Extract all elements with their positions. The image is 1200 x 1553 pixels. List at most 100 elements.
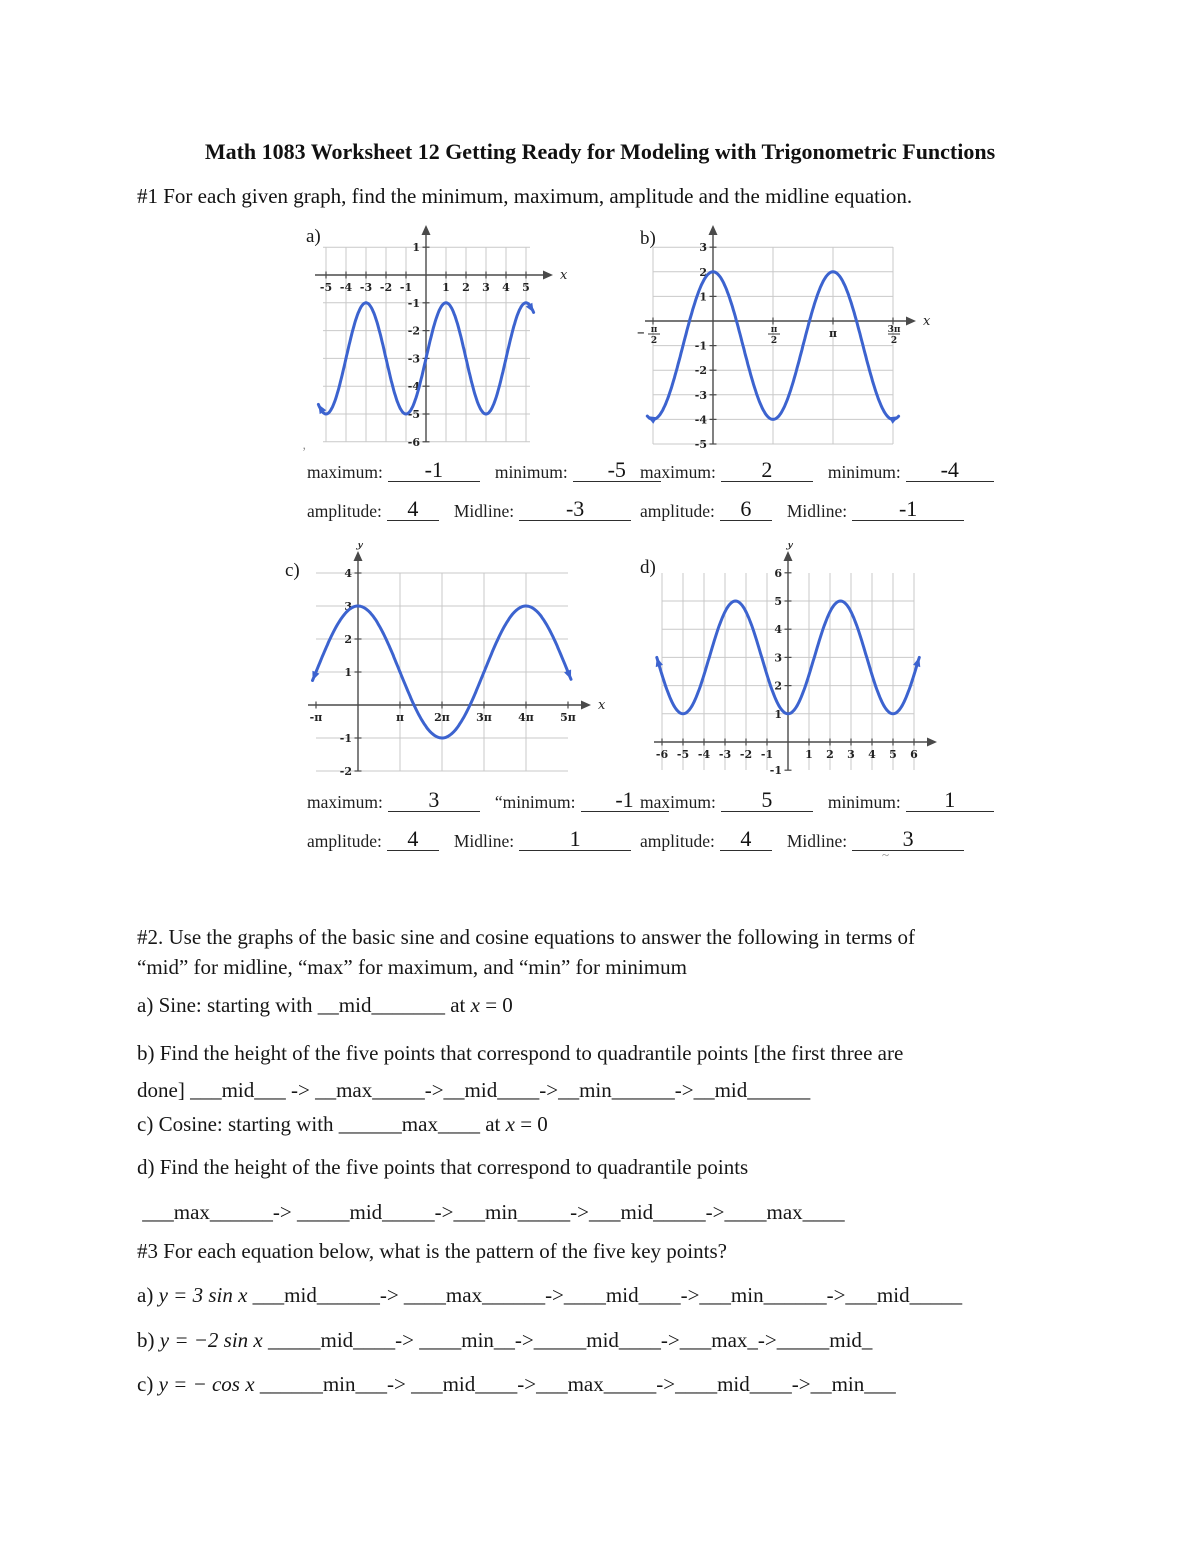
answers-b-row1: maximum: 2 minimum: -4 [640,457,994,483]
svg-text:-3: -3 [719,748,731,761]
svg-text:-4: -4 [698,748,711,761]
sine-curve [316,301,536,416]
q3c-math: y = − cos x [158,1372,255,1396]
svg-text:3π: 3π [888,325,901,335]
graph-a: -5 -4 -3 -2 -1 1 2 3 4 51-1-2-3-4-5-6x [315,225,568,449]
svg-text:5: 5 [889,748,897,761]
svg-text:-3: -3 [360,281,372,294]
sine-curve [655,599,921,716]
y-axis-arrow [421,225,431,235]
svg-text:2: 2 [891,336,897,346]
x-axis-arrow [581,700,591,710]
svg-text:4: 4 [774,623,782,636]
curve-arrow [312,670,320,681]
tick-labels: -5 -4 -3 -2 -1 1 2 3 4 51-1-2-3-4-5-6x [320,241,568,449]
amplitude-b-blank: 6 [719,496,772,521]
svg-text:5: 5 [522,281,530,294]
svg-text:-1: -1 [761,748,773,761]
amplitude-b-answer: 6 [740,496,752,521]
svg-text:π: π [651,325,658,335]
svg-text:3: 3 [847,748,855,761]
svg-text:2: 2 [344,633,352,646]
svg-text:3: 3 [482,281,490,294]
x-axis-arrow [543,270,553,280]
curve-arrow [525,302,534,313]
svg-text:3: 3 [774,651,782,664]
maximum-label: maximum: [307,792,383,812]
svg-text:-2: -2 [408,325,420,338]
svg-text:1: 1 [774,708,782,721]
svg-text:−: − [637,328,645,339]
q2b-text: b) Find the height of the five points th… [137,1041,904,1103]
svg-text:2π: 2π [434,711,450,724]
q3a: a) y = 3 sin x ___mid______-> ____max___… [137,1281,1087,1310]
maximum-label: maximum: [307,462,383,482]
svg-text:5π: 5π [560,711,576,724]
midline-b-answer: -1 [898,496,918,521]
q3c: c) y = − cos x ______min___-> ___mid____… [137,1370,1087,1399]
scan-artifact-1: ~ [882,847,890,862]
minimum-label: minimum: [827,792,901,812]
q2c-text: c) Cosine: starting with ______max____ a… [137,1112,506,1136]
minimum-d-blank: 1 [905,787,994,812]
svg-text:-1: -1 [695,340,707,353]
svg-text:-5: -5 [695,438,707,451]
tick-labels: -π π 2π 3π 4π 5π 4 3 2 1 -1 -2 x y [310,543,606,778]
axes [654,551,937,770]
graph-label-b: b) [640,228,656,249]
svg-text:y: y [785,543,794,551]
amplitude-label: amplitude: [640,831,715,851]
q3a-math: y = 3 sin x [158,1283,248,1307]
minimum-a-answer: -5 [607,457,626,482]
maximum-label: maximum: [640,792,716,812]
minimum-d-answer: 1 [944,787,956,812]
amplitude-c-answer: 4 [407,826,419,851]
q2-intro-text: #2. Use the graphs of the basic sine and… [137,925,915,980]
svg-text:1: 1 [442,281,450,294]
graph-c: -π π 2π 3π 4π 5π 4 3 2 1 -1 -2 x y [308,543,606,778]
minimum-b-blank: -4 [905,457,994,482]
q3-intro: #3 For each equation below, what is the … [137,1237,1087,1266]
y-axis-arrow [353,551,363,561]
svg-text:1: 1 [699,290,707,303]
answers-b-row2: amplitude: 6 Midline: -1 [640,496,965,522]
midline-label: Midline: [453,831,515,851]
q2b: b) Find the height of the five points th… [137,1035,1087,1110]
sine-curve [645,270,901,421]
svg-text:-2: -2 [340,765,352,778]
q2a-text: = 0 [479,993,513,1017]
q2a-math: x [470,993,480,1017]
q3-intro-text: #3 For each equation below, what is the … [137,1239,727,1263]
maximum-a-answer: -1 [424,457,443,482]
svg-text:2: 2 [651,336,657,346]
minimum-c-blank: -1 [580,787,669,812]
svg-text:x: x [923,314,931,329]
amplitude-label: amplitude: [307,831,382,851]
midline-b-blank: -1 [852,496,965,521]
midline-a-blank: -3 [519,496,632,521]
maximum-b-blank: 2 [720,457,813,482]
y-axis-arrow [783,551,793,561]
maximum-label: maximum: [640,462,716,482]
q3b: b) y = −2 sin x _____mid____-> ____min__… [137,1326,1087,1355]
svg-text:-1: -1 [408,297,420,310]
svg-text:6: 6 [910,748,918,761]
svg-text:π: π [829,327,837,340]
svg-text:3: 3 [344,600,352,613]
svg-text:-5: -5 [677,748,689,761]
x-axis-arrow [906,316,916,326]
svg-text:-2: -2 [380,281,392,294]
amplitude-a-blank: 4 [386,496,439,521]
answers-a-row2: amplitude: 4 Midline: -3 [307,496,632,522]
svg-text:-6: -6 [408,436,421,449]
midline-label: Midline: [453,501,515,521]
answers-c-row2: amplitude: 4 Midline: 1 [307,826,632,852]
q3a-text: ___mid______-> ____max______->____mid___… [247,1283,963,1307]
curve-arrow [647,416,658,424]
scan-artifact-0: ’ [302,444,307,459]
svg-text:-6: -6 [656,748,669,761]
sine-curve [311,604,573,740]
svg-text:4: 4 [868,748,876,761]
